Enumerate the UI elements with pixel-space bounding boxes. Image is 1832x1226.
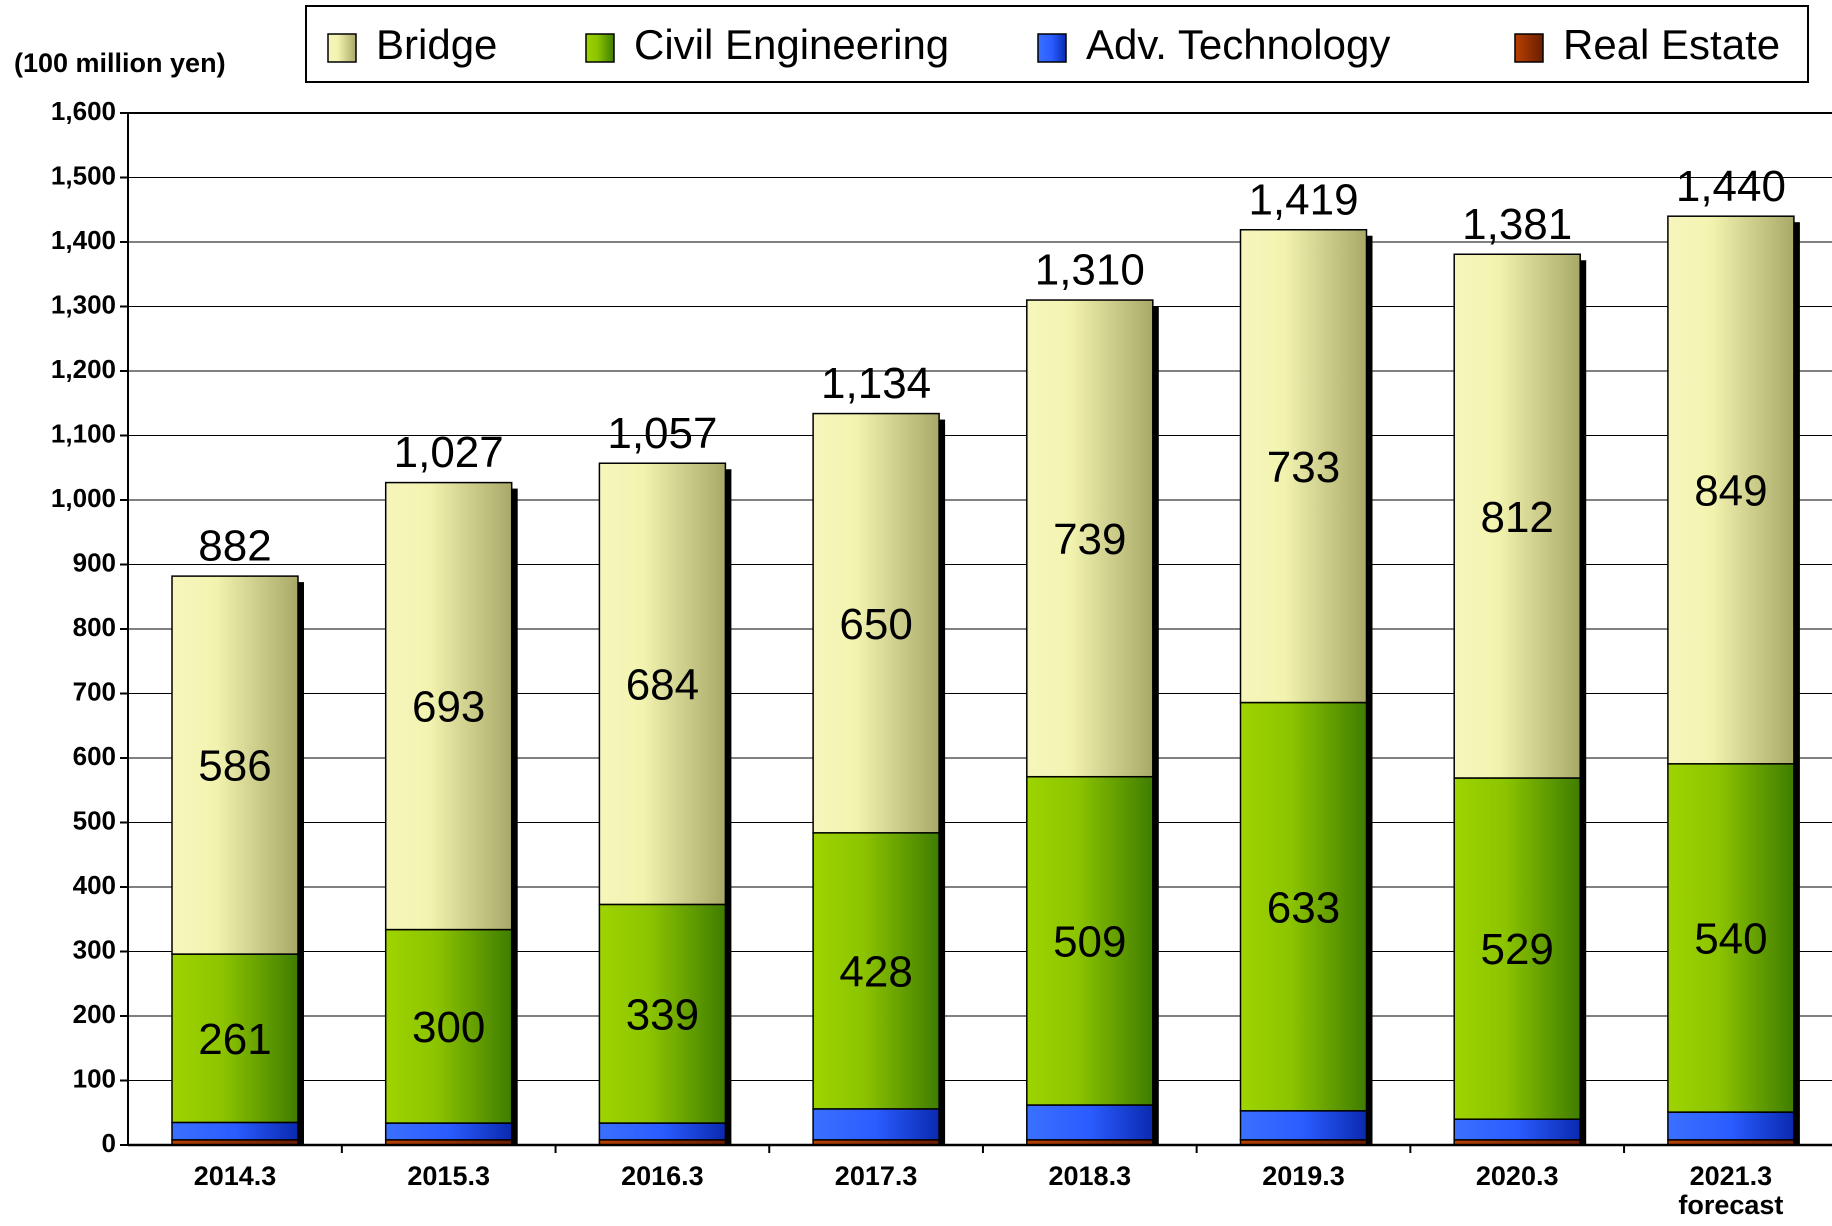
bar-segment	[171, 575, 299, 955]
total-label: 1,440	[1676, 162, 1786, 211]
legend-swatch	[1037, 33, 1067, 63]
y-tick-label: 700	[73, 676, 116, 706]
total-label: 882	[198, 522, 271, 571]
legend-swatch	[327, 33, 357, 63]
bar-segment	[1453, 253, 1581, 779]
y-tick-label: 1,000	[51, 483, 116, 513]
data-label: 261	[198, 1015, 271, 1064]
x-tick-label: 2019.3	[1262, 1161, 1345, 1191]
bar-segment	[1026, 1104, 1154, 1141]
y-tick-label: 1,400	[51, 225, 116, 255]
bar-segment	[1453, 1118, 1581, 1141]
data-label: 529	[1480, 925, 1553, 974]
x-tick-label: 2021.3 forecast	[1678, 1161, 1784, 1220]
bar-segment	[1239, 1110, 1368, 1141]
data-label: 586	[198, 742, 271, 791]
data-label: 693	[412, 683, 485, 732]
legend-label: Adv. Technology	[1086, 21, 1390, 68]
y-tick-label: 1,600	[51, 96, 116, 126]
legend-label: Civil Engineering	[634, 21, 949, 68]
data-label: 739	[1053, 515, 1126, 564]
data-label: 650	[839, 600, 912, 649]
bar-segment	[384, 481, 513, 931]
total-label: 1,310	[1035, 246, 1145, 295]
data-label: 633	[1267, 883, 1340, 932]
data-label: 812	[1480, 493, 1553, 542]
bar-segment	[812, 832, 940, 1110]
y-tick-label: 1,200	[51, 354, 116, 384]
bar-segment	[1667, 763, 1795, 1113]
data-label: 733	[1267, 443, 1340, 492]
y-tick-label: 300	[73, 934, 116, 964]
bar-segment	[1026, 299, 1154, 778]
bar-segment	[812, 1108, 940, 1141]
total-label: 1,419	[1248, 175, 1358, 224]
y-tick-label: 900	[73, 547, 116, 577]
data-label: 509	[1053, 917, 1126, 966]
x-tick-label: 2018.3	[1048, 1161, 1132, 1191]
total-label: 1,057	[607, 409, 717, 458]
x-tick-label: 2016.3	[621, 1161, 704, 1191]
x-tick-label: 2014.3	[193, 1161, 277, 1191]
data-label: 339	[626, 990, 699, 1039]
y-tick-label: 800	[73, 612, 116, 642]
bar-segment	[812, 412, 940, 834]
total-label: 1,381	[1462, 200, 1572, 249]
bar-segment	[1667, 215, 1795, 765]
y-tick-label: 1,100	[51, 418, 116, 448]
y-tick-label: 200	[73, 999, 116, 1029]
bar-segment	[1239, 701, 1368, 1112]
y-tick-label: 1,500	[51, 160, 116, 190]
y-tick-label: 400	[73, 870, 116, 900]
bar-segment	[598, 1122, 727, 1141]
x-tick-label: 2015.3	[407, 1161, 490, 1191]
legend-swatch	[1514, 33, 1544, 63]
total-label: 1,134	[821, 359, 931, 408]
data-label: 540	[1694, 915, 1767, 964]
bar-segment	[171, 1121, 299, 1141]
y-tick-label: 1,300	[51, 289, 116, 319]
legend-swatch	[585, 33, 615, 63]
bar-segment	[598, 462, 727, 906]
y-tick-label: 100	[73, 1063, 116, 1093]
y-tick-label: 500	[73, 805, 116, 835]
bar-segment	[1453, 777, 1581, 1120]
data-label: 428	[839, 947, 912, 996]
legend-label: Real Estate	[1563, 21, 1780, 68]
data-label: 849	[1694, 467, 1767, 516]
bar-segment	[1239, 228, 1368, 704]
bar-segment	[384, 1122, 513, 1141]
data-label: 684	[626, 660, 699, 709]
y-axis-label: (100 million yen)	[14, 48, 226, 78]
x-tick-label: 2020.3	[1475, 1161, 1559, 1191]
bar-segment	[1667, 1111, 1795, 1141]
y-tick-label: 0	[102, 1128, 116, 1158]
x-tick-label: 2017.3	[834, 1161, 918, 1191]
data-label: 300	[412, 1003, 485, 1052]
total-label: 1,027	[394, 428, 504, 477]
y-tick-label: 600	[73, 741, 116, 771]
legend-label: Bridge	[376, 21, 497, 68]
